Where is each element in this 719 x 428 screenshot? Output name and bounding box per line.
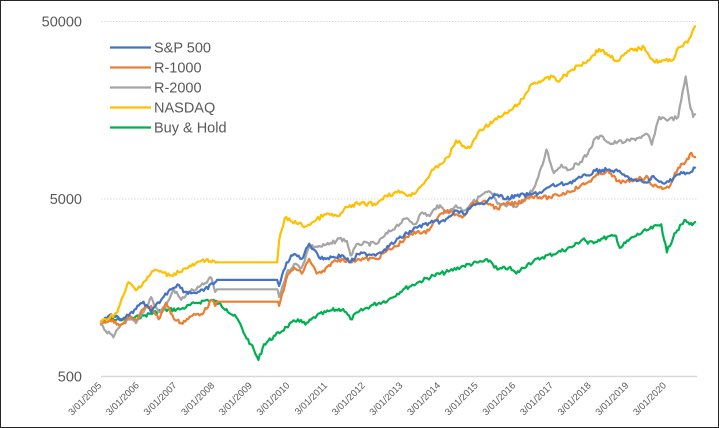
y-axis-ticks: 50000 5000 500 <box>42 15 82 386</box>
y-tick-label: 50000 <box>42 15 82 31</box>
x-tick-label: 3/01/2008 <box>179 380 217 418</box>
series-line-r-1000 <box>99 151 697 327</box>
gridlines <box>101 21 697 378</box>
legend-item: R-1000 <box>110 61 202 77</box>
series-line-buy-hold <box>99 219 697 361</box>
x-tick-label: 3/01/2019 <box>594 380 632 418</box>
legend-label: R-1000 <box>154 61 202 77</box>
series-line-r-2000 <box>99 75 697 339</box>
x-tick-label: 3/01/2020 <box>631 380 669 418</box>
x-tick-label: 3/01/2010 <box>255 380 293 418</box>
y-tick-label: 500 <box>58 370 82 386</box>
x-tick-label: 3/01/2012 <box>330 380 368 418</box>
x-tick-label: 3/01/2013 <box>368 380 406 418</box>
legend-item: NASDAQ <box>110 101 215 117</box>
x-tick-label: 3/01/2016 <box>481 380 519 418</box>
legend-label: R-2000 <box>154 81 202 97</box>
series-line-nasdaq <box>99 25 697 324</box>
legend: S&P 500 R-1000 R-2000 NASDAQ Buy & Hold <box>110 41 227 137</box>
legend-label: S&P 500 <box>154 41 211 57</box>
x-tick-label: 3/01/2018 <box>556 380 594 418</box>
x-axis-ticks: 3/01/2005 3/01/2006 3/01/2007 3/01/2008 3/01… <box>66 380 668 418</box>
legend-item: Buy & Hold <box>110 121 227 137</box>
x-tick-label: 3/01/2007 <box>142 380 180 418</box>
y-tick-label: 5000 <box>50 192 82 208</box>
legend-item: S&P 500 <box>110 41 211 57</box>
series-line-s-p-500 <box>99 166 697 323</box>
x-tick-label: 3/01/2005 <box>66 380 104 418</box>
legend-label: NASDAQ <box>154 101 215 117</box>
x-tick-label: 3/01/2014 <box>405 380 443 418</box>
legend-label: Buy & Hold <box>154 121 227 137</box>
x-tick-label: 3/01/2017 <box>518 380 556 418</box>
legend-item: R-2000 <box>110 81 202 97</box>
x-tick-label: 3/01/2015 <box>443 380 481 418</box>
x-tick-label: 3/01/2011 <box>293 380 330 417</box>
x-tick-label: 3/01/2009 <box>217 380 255 418</box>
x-tick-label: 3/01/2006 <box>104 380 142 418</box>
series-lines <box>99 25 697 361</box>
